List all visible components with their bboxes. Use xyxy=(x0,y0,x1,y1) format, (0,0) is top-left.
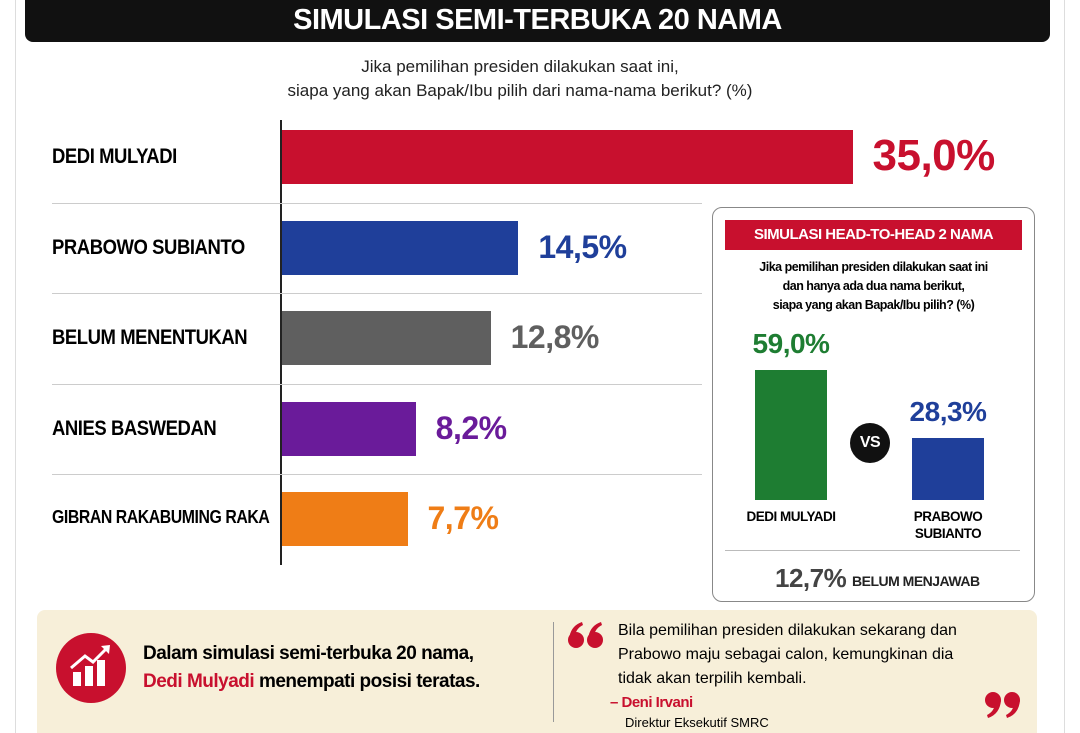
axis-line xyxy=(280,120,282,565)
bar xyxy=(755,370,827,500)
value-label: 28,3% xyxy=(909,395,987,427)
row-separator xyxy=(52,383,702,385)
category-label: DEDI MULYADI xyxy=(52,145,177,169)
category-label: ANIES BASWEDAN xyxy=(52,416,217,440)
row-separator xyxy=(52,293,702,294)
value-label: 14,5% xyxy=(538,228,627,265)
value-label: 8,2% xyxy=(435,409,507,446)
title: SIMULASI SEMI-TERBUKA 20 NAMA xyxy=(293,4,782,36)
h2h-subtitle: siapa yang akan Bapak/Ibu pilih? (%) xyxy=(772,298,975,312)
footer-divider xyxy=(553,622,554,722)
close-quote xyxy=(985,692,1020,718)
value-label: 59,0% xyxy=(752,328,830,360)
summary-line: Dedi Mulyadi menempati posisi teratas. xyxy=(143,671,480,693)
quote-line: Bila pemilihan presiden dilakukan sekara… xyxy=(618,622,957,639)
value-label: 7,7% xyxy=(427,500,499,537)
category-label: GIBRAN RAKABUMING RAKA xyxy=(52,507,270,528)
vs-badge: VS xyxy=(850,423,890,463)
category-label: PRABOWO SUBIANTO xyxy=(913,509,983,541)
category-label: PRABOWO SUBIANTO xyxy=(52,235,245,259)
quote-line: tidak akan terpilih kembali. xyxy=(618,670,807,687)
value-label: 12,8% xyxy=(510,319,600,356)
chart-icon xyxy=(56,633,126,703)
bar xyxy=(912,437,984,500)
h2h-subtitle: Jika pemilihan presiden dilakukan saat i… xyxy=(759,260,988,274)
subtitle: Jika pemilihan presiden dilakukan saat i… xyxy=(361,57,679,76)
subtitle: siapa yang akan Bapak/Ibu pilih dari nam… xyxy=(287,81,753,100)
bar xyxy=(282,311,491,366)
h2h-title: SIMULASI HEAD-TO-HEAD 2 NAMA xyxy=(725,220,1022,250)
quote-role: Direktur Eksekutif SMRC xyxy=(625,715,769,730)
summary-highlight: Dedi Mulyadi xyxy=(143,671,255,692)
bar xyxy=(282,220,519,275)
note-value: 12,7% xyxy=(775,563,847,593)
quote-author: – Deni Irvani xyxy=(610,694,693,711)
bar xyxy=(282,130,853,185)
bar xyxy=(282,401,416,456)
row-separator xyxy=(52,202,702,204)
row-separator xyxy=(52,474,702,475)
frame xyxy=(15,0,1065,733)
value-label: 35,0% xyxy=(872,130,996,180)
category-label: DEDI MULYADI xyxy=(746,509,836,524)
summary-line: Dalam simulasi semi-terbuka 20 nama, xyxy=(143,643,474,664)
divider xyxy=(725,550,1020,551)
h2h-subtitle: dan hanya ada dua nama berikut, xyxy=(782,279,965,293)
bar xyxy=(282,492,408,547)
note-label: BELUM MENJAWAB xyxy=(852,573,980,589)
title-banner xyxy=(25,0,1050,42)
category-label: BELUM MENENTUKAN xyxy=(52,326,248,350)
footer-box xyxy=(37,610,1037,733)
open-quote xyxy=(568,622,603,648)
summary-rest: menempati posisi teratas. xyxy=(254,671,480,692)
quote-line: Prabowo maju sebagai calon, kemungkinan … xyxy=(618,646,954,663)
